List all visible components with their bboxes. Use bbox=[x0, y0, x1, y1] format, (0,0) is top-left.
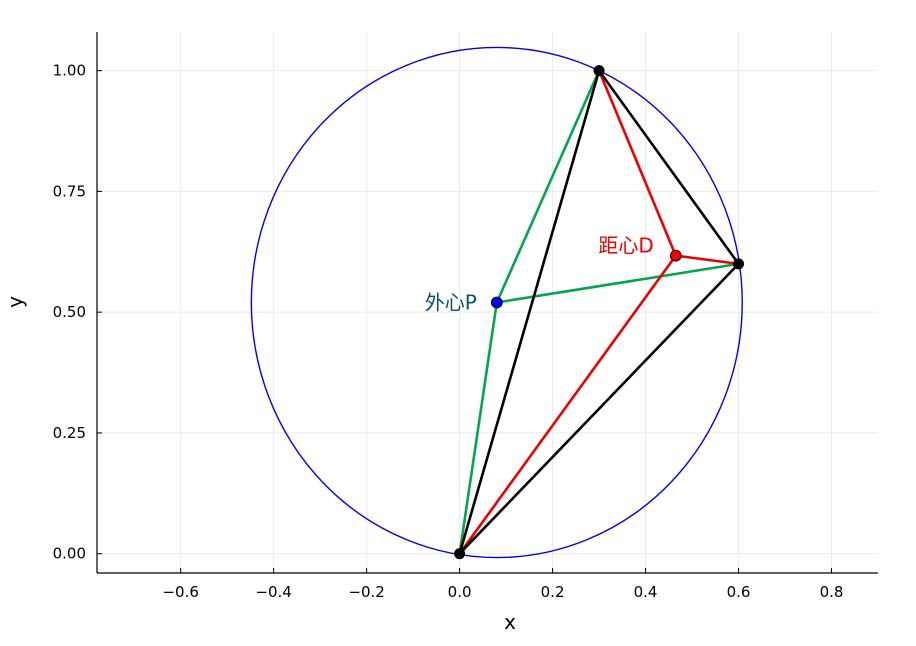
y-tick-label: 0.00 bbox=[53, 545, 86, 563]
marks: 外心P 距心D bbox=[250, 46, 745, 560]
y-tick-label: 1.00 bbox=[53, 62, 86, 80]
x-tick-label: −0.4 bbox=[255, 583, 291, 601]
distance-center-segment bbox=[458, 254, 678, 555]
circumcenter-segment bbox=[495, 262, 740, 304]
x-tick-label: −0.2 bbox=[348, 583, 384, 601]
triangle-vertex-point bbox=[593, 65, 605, 77]
circumcircle bbox=[250, 46, 743, 559]
triangle-edge bbox=[597, 69, 740, 266]
x-axis-label: x bbox=[504, 610, 516, 634]
y-tick-label: 0.25 bbox=[53, 424, 86, 442]
triangle-edge bbox=[458, 69, 601, 555]
y-axis-label: y bbox=[3, 296, 27, 308]
triangle-edge bbox=[458, 262, 740, 555]
circumcenter-point bbox=[490, 296, 503, 309]
distance-center-point bbox=[669, 249, 682, 262]
x-tick-label: 0.4 bbox=[634, 583, 658, 601]
circumcenter-segment bbox=[458, 301, 499, 555]
x-tick-label: 0.8 bbox=[820, 583, 844, 601]
distance-center-label: 距心D bbox=[598, 234, 653, 258]
y-tick-label: 0.50 bbox=[53, 303, 86, 321]
triangle-vertex-point bbox=[454, 548, 466, 560]
circumcenter-label: 外心P bbox=[425, 291, 477, 315]
x-tick-label: 0.0 bbox=[448, 583, 472, 601]
grid bbox=[97, 32, 878, 573]
y-tick-label: 0.75 bbox=[53, 182, 86, 200]
axes bbox=[96, 32, 878, 574]
circumcenter-segment bbox=[495, 69, 601, 304]
x-tick-label: 0.6 bbox=[727, 583, 751, 601]
ticks: −0.6 −0.4 −0.2 0.0 0.2 0.4 0.6 0.8 0.00 0.25 0.50 0… bbox=[53, 62, 844, 601]
triangle-vertex-point bbox=[733, 258, 745, 270]
x-tick-label: 0.2 bbox=[541, 583, 565, 601]
distance-center-segment bbox=[674, 254, 740, 266]
x-tick-label: −0.6 bbox=[162, 583, 198, 601]
distance-center-segment bbox=[597, 69, 678, 257]
